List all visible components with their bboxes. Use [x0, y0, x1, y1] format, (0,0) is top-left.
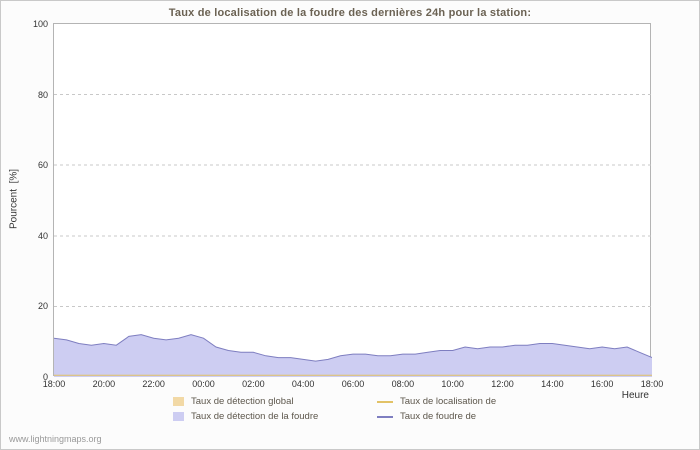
legend-label-detection-global: Taux de détection global	[191, 396, 294, 407]
y-tick-label: 0	[42, 372, 48, 382]
x-tick-label: 20:00	[92, 379, 116, 389]
x-tick-label: 12:00	[491, 379, 514, 389]
x-tick-label: 10:00	[441, 379, 464, 389]
y-axis-title: Pourcent [%]	[8, 168, 20, 230]
legend-swatch-detection-global	[173, 397, 184, 406]
legend-item-detection-foudre: Taux de détection de la foudre	[173, 411, 363, 422]
legend-label-detection-foudre: Taux de détection de la foudre	[191, 411, 319, 422]
legend: Taux de détection global Taux de localis…	[173, 396, 527, 422]
legend-item-detection-global: Taux de détection global	[173, 396, 363, 407]
plot-area: 0 20 40 60 80 100 18:00 20:00 22:00 00:00 02:00 04…	[33, 19, 663, 389]
x-tick-label: 06:00	[341, 379, 365, 389]
legend-label-foudre: Taux de foudre de	[400, 411, 477, 422]
y-tick-label: 80	[37, 89, 48, 100]
y-tick-label: 60	[37, 160, 48, 171]
x-tick-label: 04:00	[291, 379, 315, 389]
x-tick-label: 02:00	[242, 379, 265, 389]
y-tick-label: 100	[32, 19, 48, 29]
y-tick-label: 40	[37, 230, 48, 241]
x-tick-label: 18:00	[640, 379, 664, 389]
x-tick-label: 18:00	[42, 379, 66, 389]
legend-item-foudre: Taux de foudre de	[377, 411, 527, 422]
legend-swatch-foudre	[377, 415, 393, 418]
watermark-text: www.lightningmaps.org	[9, 434, 102, 444]
chart-title: Taux de localisation de la foudre des de…	[168, 7, 532, 19]
x-tick-label: 16:00	[590, 379, 614, 389]
y-tick-label: 20	[37, 301, 48, 312]
legend-swatch-localisation	[377, 400, 393, 403]
legend-swatch-detection-foudre	[173, 412, 184, 421]
area-chart	[54, 94, 652, 377]
x-tick-label: 22:00	[142, 379, 165, 389]
x-tick-label: 14:00	[541, 379, 564, 389]
x-tick-label: 00:00	[192, 379, 215, 389]
x-axis-title: Heure	[621, 390, 649, 401]
x-tick-label: 08:00	[391, 379, 415, 389]
legend-label-localisation: Taux de localisation de	[400, 396, 497, 407]
legend-item-localisation: Taux de localisation de	[377, 396, 527, 407]
